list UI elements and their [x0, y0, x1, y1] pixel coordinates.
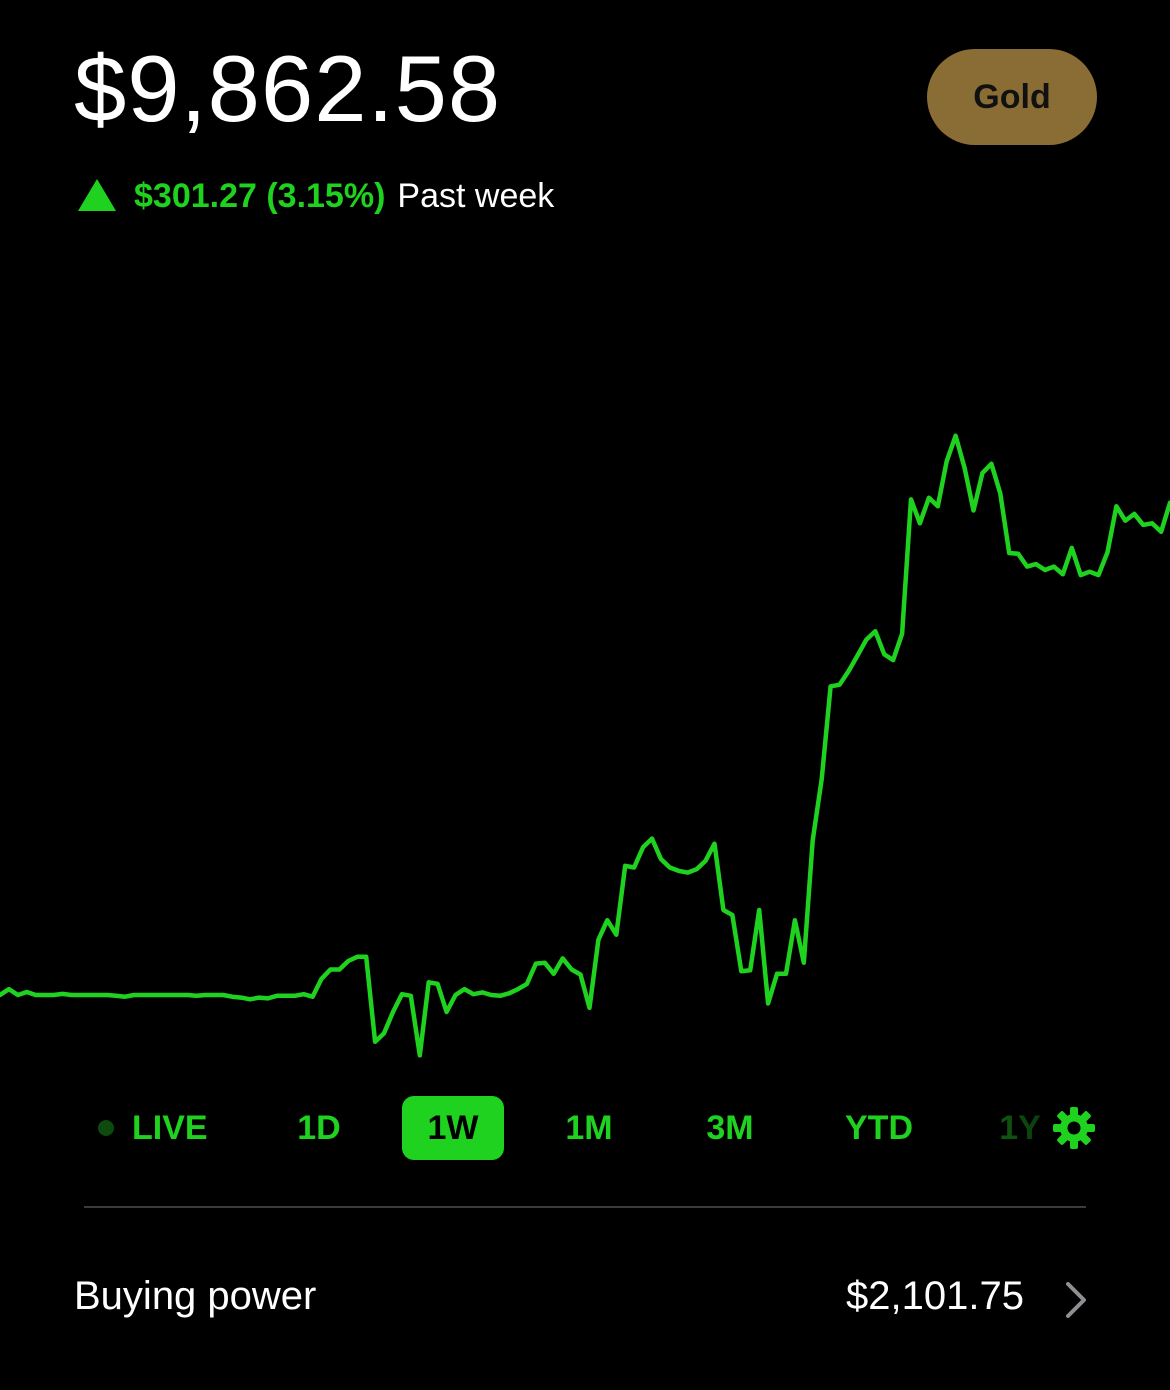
chevron-right-icon	[1066, 1282, 1086, 1318]
change-period: Past week	[397, 176, 555, 215]
time-range-selector: LIVE 1D 1W 1M 3M YTD 1Y	[0, 1096, 1170, 1160]
tab-3m[interactable]: 3M	[706, 1109, 754, 1147]
buying-power-label: Buying power	[74, 1274, 317, 1318]
buying-power-value: $2,101.75	[846, 1274, 1024, 1318]
divider	[84, 1206, 1086, 1208]
tab-1w[interactable]: 1W	[402, 1096, 504, 1160]
chart-series-line	[0, 433, 1170, 1058]
tab-1d[interactable]: 1D	[297, 1109, 341, 1147]
tab-1y[interactable]: 1Y	[996, 1096, 1044, 1160]
portfolio-chart[interactable]	[0, 400, 1170, 1080]
buying-power-row[interactable]: Buying power $2,101.75	[0, 1262, 1170, 1342]
tab-1m[interactable]: 1M	[565, 1109, 613, 1147]
portfolio-balance: $9,862.58	[74, 36, 502, 141]
up-triangle-icon	[78, 179, 116, 211]
gold-button[interactable]: Gold	[927, 49, 1097, 145]
tab-ytd[interactable]: YTD	[845, 1109, 913, 1147]
gear-icon[interactable]	[1052, 1106, 1096, 1150]
change-row: $301.27 (3.15%) Past week	[78, 172, 554, 220]
tab-live[interactable]: LIVE	[132, 1109, 208, 1147]
live-indicator-dot	[98, 1120, 114, 1136]
change-amount: $301.27 (3.15%)	[134, 176, 386, 215]
